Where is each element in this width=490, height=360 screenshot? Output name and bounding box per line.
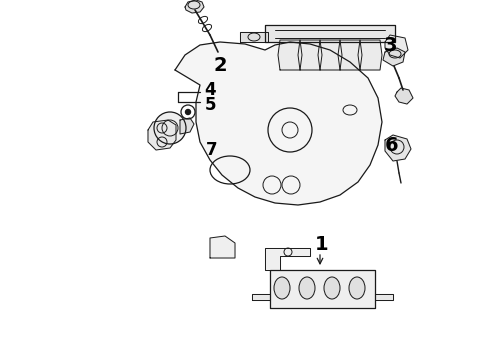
Polygon shape	[278, 40, 302, 70]
Polygon shape	[265, 25, 395, 42]
Circle shape	[154, 112, 186, 144]
Polygon shape	[210, 236, 235, 258]
Polygon shape	[358, 40, 382, 70]
Ellipse shape	[299, 277, 315, 299]
Ellipse shape	[324, 277, 340, 299]
Polygon shape	[265, 248, 310, 270]
Polygon shape	[318, 40, 342, 70]
Polygon shape	[252, 294, 270, 300]
Text: 1: 1	[315, 235, 329, 255]
Circle shape	[186, 109, 191, 114]
Text: 5: 5	[204, 96, 216, 114]
Polygon shape	[375, 294, 393, 300]
Polygon shape	[385, 135, 411, 161]
Polygon shape	[175, 42, 382, 205]
Text: 3: 3	[383, 36, 397, 54]
Text: 4: 4	[204, 81, 216, 99]
Polygon shape	[240, 32, 268, 42]
Polygon shape	[383, 48, 405, 66]
Ellipse shape	[349, 277, 365, 299]
Polygon shape	[180, 118, 194, 134]
Polygon shape	[385, 35, 408, 58]
Polygon shape	[395, 88, 413, 104]
Text: 6: 6	[385, 135, 399, 154]
Polygon shape	[338, 40, 362, 70]
Text: 7: 7	[206, 141, 218, 159]
Polygon shape	[298, 40, 322, 70]
Polygon shape	[270, 270, 375, 308]
Polygon shape	[185, 0, 204, 13]
Ellipse shape	[274, 277, 290, 299]
Polygon shape	[148, 120, 176, 150]
Text: 2: 2	[213, 55, 227, 75]
